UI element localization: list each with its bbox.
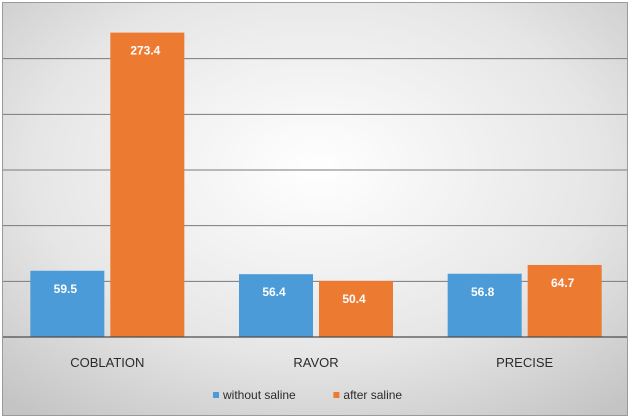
data-labels: 59.5 273.4 56.4 50.4 56.8 64.7	[54, 44, 575, 306]
bar-ravor-after-saline	[319, 280, 393, 337]
bar-precise-after-saline	[527, 264, 602, 337]
legend-swatch	[213, 392, 219, 398]
data-label: 56.4	[262, 285, 286, 299]
category-label-ravor: RAVOR	[293, 355, 338, 370]
bar-precise-without-saline	[447, 273, 522, 337]
chart-frame: 59.5 273.4 56.4 50.4 56.8 64.7 COBLATION RAVOR…	[2, 2, 628, 416]
category-label-coblation: COBLATION	[70, 355, 144, 370]
data-label: 59.5	[54, 282, 78, 296]
bar-ravor-without-saline	[239, 274, 313, 337]
legend-swatch	[333, 392, 340, 398]
bar-chart: 59.5 273.4 56.4 50.4 56.8 64.7 COBLATION RAVOR…	[3, 3, 627, 415]
data-label: 56.8	[471, 285, 495, 299]
category-label-precise: PRECISE	[496, 355, 553, 370]
data-label: 273.4	[130, 44, 160, 58]
bar-coblation-without-saline	[30, 270, 105, 337]
legend-label: after saline	[343, 388, 402, 402]
category-axis: COBLATION RAVOR PRECISE	[70, 355, 553, 370]
data-label: 64.7	[551, 276, 575, 290]
bars	[30, 32, 602, 338]
legend: without saline after saline	[213, 388, 402, 402]
legend-label: without saline	[222, 388, 296, 402]
data-label: 50.4	[342, 292, 366, 306]
gridlines	[3, 58, 627, 282]
bar-coblation-after-saline	[110, 32, 185, 338]
chart-background	[3, 3, 627, 415]
